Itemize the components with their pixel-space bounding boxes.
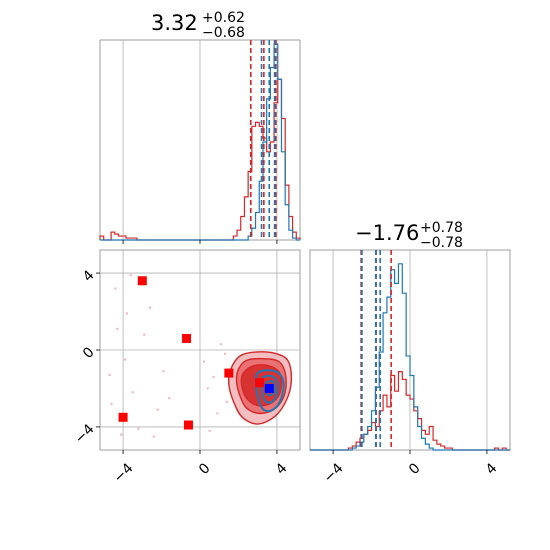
marker-red bbox=[137, 276, 147, 286]
marker-red bbox=[118, 412, 128, 422]
scatter-point bbox=[202, 360, 206, 363]
title-value: 3.32 bbox=[151, 11, 198, 35]
x-tick-label: −4 bbox=[111, 460, 137, 486]
scatter-point bbox=[162, 369, 165, 373]
histogram-blue bbox=[310, 263, 510, 451]
scatter-point bbox=[208, 429, 211, 432]
title-upper: +0.62 bbox=[202, 10, 245, 26]
histogram-panel-param-0 bbox=[99, 39, 301, 244]
scatter-point bbox=[137, 427, 140, 431]
scatter-point bbox=[152, 435, 156, 438]
x-tick-label: 0 bbox=[196, 460, 214, 478]
x-tick-label: 4 bbox=[483, 460, 501, 478]
x-tick-label: 0 bbox=[406, 460, 424, 478]
scatter-point bbox=[206, 387, 209, 390]
scatter-point bbox=[216, 412, 219, 415]
scatter-point bbox=[223, 352, 227, 356]
scatter-point bbox=[212, 375, 215, 379]
histogram-panel-param-1 bbox=[309, 249, 511, 454]
y-tick-label: −4 bbox=[72, 421, 98, 447]
x-tick-label: 4 bbox=[273, 460, 291, 478]
scatter-point bbox=[168, 396, 171, 400]
scatter-point bbox=[125, 312, 129, 315]
title-value: −1.76 bbox=[355, 221, 419, 245]
y-tick-label: 0 bbox=[80, 344, 98, 362]
title-lower: −0.78 bbox=[420, 235, 463, 251]
x-tick-label: −4 bbox=[321, 460, 347, 486]
contour-blue-level-1 bbox=[260, 374, 280, 404]
scatter-point bbox=[116, 327, 119, 331]
marker-red bbox=[182, 333, 192, 343]
title-param-1: −1.76 +0.78 −0.78 bbox=[355, 220, 463, 251]
contour-blue-level-0 bbox=[254, 369, 285, 413]
scatter-point bbox=[114, 287, 117, 290]
title-param-0: 3.32 +0.62 −0.68 bbox=[151, 10, 245, 41]
scatter-point bbox=[108, 373, 111, 377]
joint-density-panel bbox=[96, 249, 301, 454]
scatter-point bbox=[225, 400, 229, 404]
scatter-point bbox=[123, 358, 127, 361]
marker-blue bbox=[264, 383, 274, 393]
histogram-blue bbox=[100, 43, 300, 241]
title-lower: −0.68 bbox=[202, 25, 245, 41]
marker-red bbox=[183, 420, 193, 430]
scatter-point bbox=[119, 433, 123, 436]
scatter-point bbox=[131, 391, 134, 394]
scatter-point bbox=[129, 273, 132, 277]
y-tick-label: 4 bbox=[80, 267, 98, 285]
scatter-point bbox=[148, 306, 152, 309]
scatter-point bbox=[143, 333, 146, 336]
marker-red bbox=[224, 368, 234, 378]
scatter-point bbox=[110, 402, 113, 406]
title-upper: +0.78 bbox=[420, 220, 463, 236]
scatter-point bbox=[156, 408, 159, 411]
scatter-point bbox=[219, 343, 223, 346]
marker-red bbox=[255, 378, 265, 388]
